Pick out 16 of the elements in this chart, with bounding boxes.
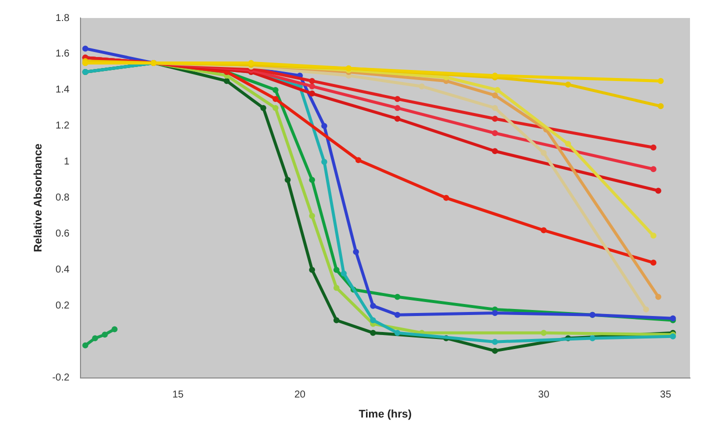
y-tick-label: 0.2 <box>56 300 70 312</box>
y-tick-label: 1.8 <box>56 12 70 24</box>
y-tick-label: 0.4 <box>56 264 70 276</box>
x-tick-label: 35 <box>660 390 672 401</box>
y-tick-label: 1.4 <box>56 84 70 96</box>
x-tick-label: 30 <box>538 390 550 401</box>
y-tick-label: 1 <box>64 156 70 168</box>
y-tick-label: -0.2 <box>52 372 70 384</box>
y-tick-label: 1.2 <box>56 120 70 132</box>
y-axis-title: Relative Absorbance <box>32 144 45 252</box>
y-tick-label: 0.6 <box>56 228 70 240</box>
x-tick-label: 15 <box>172 390 184 401</box>
x-tick-label: 20 <box>294 390 306 401</box>
x-axis-title: Time (hrs) <box>358 408 412 420</box>
y-tick-label: 1.6 <box>56 48 70 60</box>
y-tick-label: 0.8 <box>56 192 70 204</box>
